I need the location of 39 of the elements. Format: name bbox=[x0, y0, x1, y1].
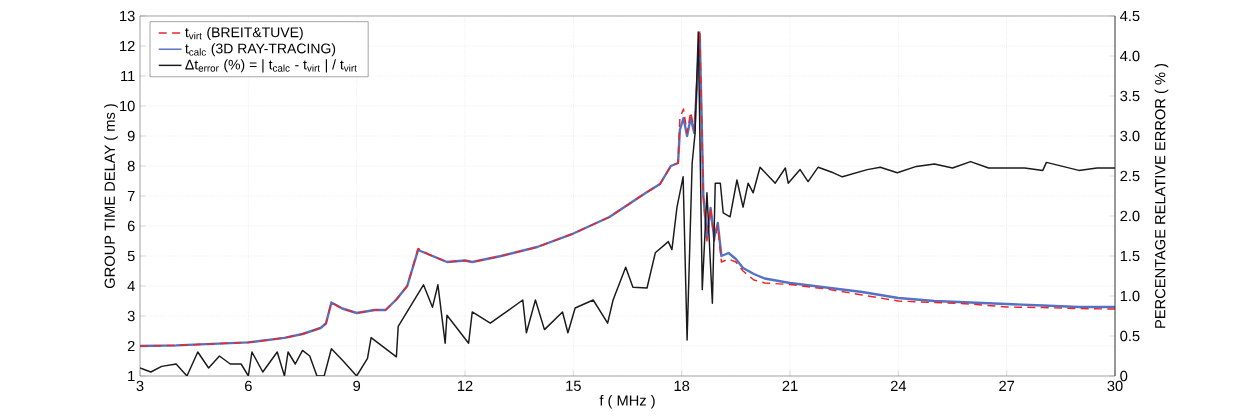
x-tick-label: 30 bbox=[1107, 380, 1123, 392]
y2-tick-label: 1.0 bbox=[1120, 290, 1140, 302]
y2-tick-label: 0 bbox=[1120, 370, 1128, 382]
x-tick-label: 24 bbox=[890, 380, 907, 391]
x-tick-label: 27 bbox=[999, 380, 1015, 391]
y-tick-label: 13 bbox=[120, 10, 135, 22]
x-tick-label: 6 bbox=[245, 380, 252, 392]
y2-tick-label: 3.0 bbox=[1120, 130, 1140, 142]
y2-tick-label: 1.5 bbox=[1120, 250, 1140, 262]
x-tick-label: 9 bbox=[353, 380, 361, 392]
y-tick-label: 7 bbox=[127, 190, 135, 202]
x-tick-label: 3 bbox=[136, 380, 144, 392]
x-tick-label: 18 bbox=[674, 380, 690, 392]
y-axis-title: GROUP TIME DELAY ( ms ) bbox=[104, 104, 118, 289]
legend-label: Δt$_{error}$ (%) = | t$_{calc}$ - t$_{virt}$ | / t$_{virt}$ bbox=[185, 59, 357, 73]
y-tick-label: 2 bbox=[127, 340, 135, 352]
y-tick-label: 12 bbox=[120, 40, 135, 52]
y-tick-label: 6 bbox=[127, 220, 135, 232]
y2-tick-label: 2.0 bbox=[1120, 210, 1140, 222]
y2-tick-label: 4.5 bbox=[1120, 10, 1140, 22]
y-tick-label: 8 bbox=[127, 160, 135, 172]
y-tick-label: 5 bbox=[127, 250, 135, 262]
y-tick-label: 4 bbox=[127, 280, 135, 292]
y-tick-label: 3 bbox=[127, 310, 135, 322]
y-tick-label: 9 bbox=[127, 130, 135, 142]
y2-tick-label: 4.0 bbox=[1120, 50, 1140, 62]
y2-tick-label: 0.5 bbox=[1120, 330, 1140, 342]
y-tick-label: 1 bbox=[128, 370, 135, 382]
y2-tick-label: 3.5 bbox=[1120, 90, 1140, 102]
x-tick-label: 12 bbox=[457, 380, 473, 391]
legend-label: t$_{calc}$ (3D RAY-TRACING) bbox=[185, 43, 336, 57]
x-tick-label: 15 bbox=[566, 380, 581, 391]
y2-tick-label: 2.5 bbox=[1120, 170, 1140, 182]
x-tick-label: 21 bbox=[782, 380, 798, 391]
y-tick-label: 10 bbox=[120, 100, 135, 112]
x-axis-title: f ( MHz ) bbox=[599, 394, 655, 409]
y2-axis-title: PERCENTAGE RELATIVE ERROR ( % ) bbox=[1154, 63, 1169, 328]
y-tick-label: 11 bbox=[121, 70, 135, 82]
legend-label: t$_{virt}$ (BREIT&TUVE) bbox=[185, 27, 303, 41]
